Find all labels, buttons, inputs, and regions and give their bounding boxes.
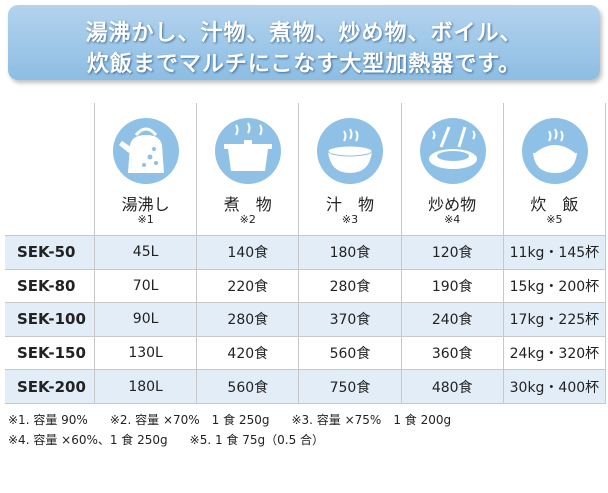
table-cell: 190食 <box>401 269 504 304</box>
column-note: ※1 <box>137 213 154 226</box>
table-cell: 24kg・320杯 <box>503 336 606 371</box>
column-header: 汁 物 ※3 <box>299 103 402 236</box>
table-cell: 280食 <box>197 303 300 337</box>
column-header: 湯沸し ※1 <box>95 103 198 236</box>
row-label: SEK-80 <box>5 269 95 304</box>
header-empty <box>5 103 95 236</box>
footnote: ※3. 容量 ×75% 1 食 200g <box>291 413 452 427</box>
table-cell: 120食 <box>401 236 504 270</box>
column-note: ※4 <box>444 213 461 226</box>
banner-line: 炊飯までマルチにこなす大型加熱器です。 <box>86 52 522 77</box>
table-cell: 750食 <box>299 370 402 404</box>
row-label: SEK-50 <box>5 236 95 270</box>
table-cell: 90L <box>95 303 198 337</box>
column-note: ※2 <box>239 213 256 226</box>
row-label: SEK-100 <box>5 303 95 337</box>
icon <box>112 117 180 185</box>
column-header: 炒め物 ※4 <box>401 103 504 236</box>
icon <box>214 117 282 185</box>
table-cell: 240食 <box>401 303 504 337</box>
table-cell: 11kg・145杯 <box>503 236 606 270</box>
column-note: ※3 <box>341 213 359 226</box>
column-note: ※5 <box>546 213 563 226</box>
row-label: SEK-150 <box>5 336 95 371</box>
icon-svg <box>215 118 282 184</box>
table-cell: 280食 <box>299 269 402 304</box>
icon <box>521 117 589 185</box>
footnote-line: ※1. 容量 90% ※2. 容量 ×70% 1 食 250g ※3. 容量 ×75… <box>8 411 451 428</box>
column-header: 炊 飯 ※5 <box>503 103 606 236</box>
footnote: ※1. 容量 90% <box>8 413 88 427</box>
icon <box>316 117 384 185</box>
table-cell: 220食 <box>197 269 300 304</box>
table-cell: 45L <box>95 236 198 270</box>
table-cell: 560食 <box>197 370 300 404</box>
column-label: 炊 飯 <box>530 195 579 214</box>
icon-svg <box>419 118 486 184</box>
footnote-line: ※4. 容量 ×60%、1 食 250g ※5. 1 食 75g（0.5 合） <box>8 431 324 448</box>
table-cell: 15kg・200杯 <box>503 269 606 304</box>
table-cell: 180L <box>95 370 198 404</box>
footnote: ※5. 1 食 75g（0.5 合） <box>189 433 325 447</box>
row-label: SEK-200 <box>5 370 95 404</box>
banner: 湯沸かし、汁物、煮物、炒め物、ボイル、 炊飯までマルチにこなす大型加熱器です。 <box>8 5 600 80</box>
table-cell: 17kg・225杯 <box>503 303 606 337</box>
banner-line: 湯沸かし、汁物、煮物、炒め物、ボイル、 <box>85 21 523 46</box>
icon <box>419 117 487 185</box>
footnote: ※4. 容量 ×60%、1 食 250g <box>8 433 168 447</box>
table-cell: 360食 <box>401 336 504 371</box>
table-cell: 180食 <box>299 236 402 270</box>
column-label: 煮 物 <box>223 195 272 214</box>
table-cell: 130L <box>95 336 198 371</box>
table-cell: 420食 <box>197 336 300 371</box>
column-label: 汁 物 <box>325 195 374 214</box>
icon-svg <box>317 118 384 184</box>
column-header: 煮 物 ※2 <box>197 103 300 236</box>
table-cell: 70L <box>95 269 198 304</box>
icon-svg <box>521 118 588 184</box>
column-label: 炒め物 <box>428 195 477 214</box>
table-cell: 560食 <box>299 336 402 371</box>
table-cell: 370食 <box>299 303 402 337</box>
table-cell: 140食 <box>197 236 300 270</box>
column-label: 湯沸し <box>121 195 170 214</box>
footnote: ※2. 容量 ×70% 1 食 250g <box>109 413 270 427</box>
icon-svg <box>113 118 180 184</box>
table-cell: 30kg・400杯 <box>503 370 606 404</box>
table-cell: 480食 <box>401 370 504 404</box>
